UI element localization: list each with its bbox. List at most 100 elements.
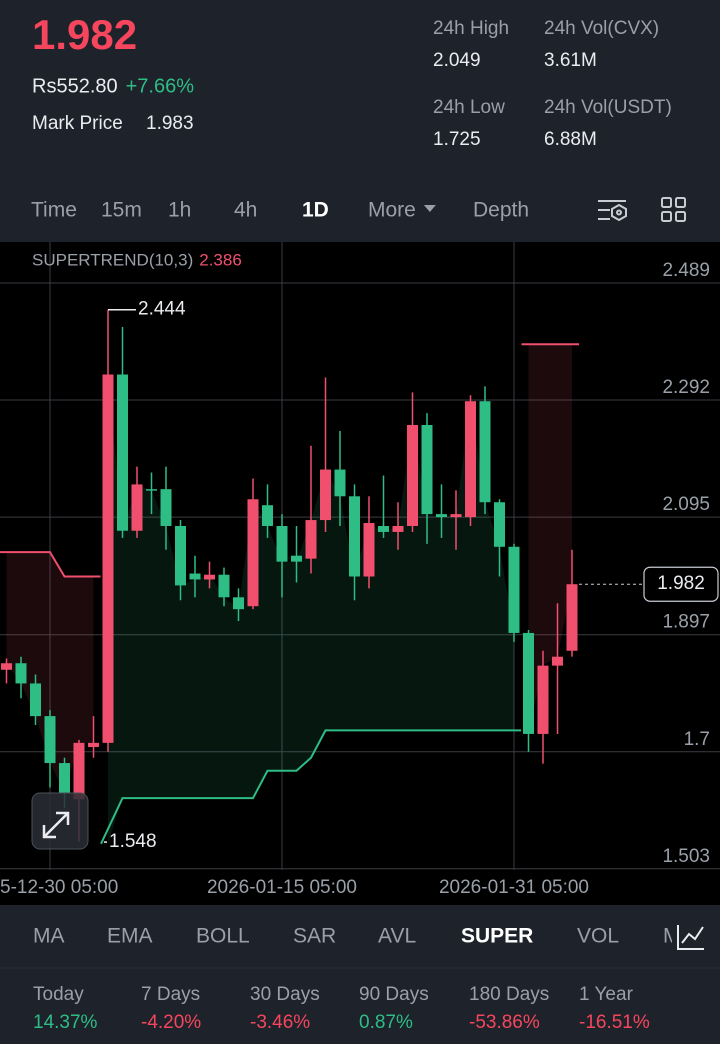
candle-body: [334, 469, 346, 497]
candle-body: [552, 656, 563, 666]
candle-body: [15, 663, 27, 684]
candle-body: [305, 520, 317, 559]
candle-body: [494, 502, 505, 547]
stat-value: 6.88M: [544, 129, 597, 150]
indicator-tab[interactable]: EMA: [107, 925, 153, 948]
x-tick-label: 2026-01-15 05:00: [207, 877, 357, 898]
timeframe-tab[interactable]: More: [368, 199, 416, 222]
candle-body: [146, 489, 157, 491]
y-tick-label: 2.489: [662, 260, 710, 281]
indicator-tab[interactable]: AVL: [378, 925, 416, 948]
candle-body: [1, 663, 12, 670]
y-tick-label: 2.292: [662, 377, 710, 398]
stat-label: 24h Vol(CVX): [544, 18, 659, 39]
candle-body: [508, 546, 520, 633]
y-tick-label: 2.095: [662, 494, 710, 515]
candle-body: [59, 763, 70, 793]
stat-label: 24h Low: [433, 97, 505, 118]
y-tick-label: 1.503: [662, 846, 710, 867]
candle-body: [204, 574, 215, 580]
indicator-value: 2.386: [199, 250, 242, 269]
candle-body: [349, 496, 360, 577]
y-tick-label: 1.897: [662, 612, 710, 633]
y-tick-label: 1.7: [684, 729, 710, 750]
indicator-tab[interactable]: SUPER: [461, 925, 533, 948]
timeframe-tab[interactable]: 1h: [168, 199, 191, 222]
candle-body: [131, 484, 143, 531]
layout-icon[interactable]: [661, 197, 686, 222]
candle-body: [160, 489, 172, 526]
stat-value: 1.725: [433, 129, 481, 150]
indicator-tab[interactable]: VOL: [577, 925, 619, 948]
indicator-tabs: MA EMA BOLL SAR AVL SUPER VOL MACD: [33, 925, 720, 948]
stat-label: 24h Vol(USDT): [544, 97, 672, 118]
stat-label: 24h High: [433, 18, 509, 39]
timeframe-tab[interactable]: Time: [31, 199, 77, 222]
candle-body: [378, 525, 389, 532]
candle-body: [407, 424, 418, 526]
candle-body: [450, 514, 462, 518]
candle-body: [30, 683, 41, 717]
timeframe-tab[interactable]: 1D: [302, 199, 329, 222]
max-label: 2.444: [138, 299, 186, 320]
period-label: 180 Days: [469, 984, 549, 1005]
period-change: -53.86%: [469, 1012, 540, 1033]
toolbar: Time 15m 1h 4h 1D More Depth: [31, 199, 529, 222]
axes: 2.489 2.292 2.095 1.897 1.7 1.503 5-12-30 05:0…: [0, 260, 719, 898]
candle-body: [102, 374, 114, 743]
price-change: +7.66%: [126, 75, 195, 97]
stats: 24h High 2.049 24h Vol(CVX) 3.61M 24h Low 1.7…: [433, 18, 672, 150]
candle-body: [392, 525, 404, 532]
indicator-tab[interactable]: MA: [33, 925, 65, 948]
x-tick-label: 2026-01-31 05:00: [439, 877, 589, 898]
mark-price-label: Mark Price: [32, 113, 123, 134]
candle-body: [363, 523, 375, 577]
settings-icon[interactable]: [598, 200, 627, 222]
candle-body: [465, 401, 476, 518]
candle-body: [247, 499, 259, 607]
candle-body: [523, 632, 534, 734]
candle-body: [218, 574, 230, 598]
indicator-tab[interactable]: MACD: [663, 925, 720, 948]
period-label: 7 Days: [141, 984, 200, 1005]
timeframe-tab[interactable]: 4h: [234, 199, 257, 222]
x-tick-label: 5-12-30 05:00: [0, 877, 118, 898]
supertrend-fill: [6, 552, 94, 793]
performance: Today 14.37% 7 Days -4.20% 30 Days -3.46% 90 D…: [33, 984, 650, 1033]
candle-body: [479, 401, 491, 503]
indicator-name: SUPERTREND(10,3): [32, 250, 193, 269]
candle-body: [117, 374, 128, 531]
expand-button[interactable]: [31, 792, 89, 850]
stat-value: 2.049: [433, 50, 481, 71]
period-label: 30 Days: [250, 984, 320, 1005]
candle-body: [175, 525, 186, 586]
indicator-settings-icon[interactable]: [677, 925, 704, 950]
period-label: 90 Days: [359, 984, 429, 1005]
min-label: 1.548: [109, 831, 157, 852]
candle-body: [44, 716, 56, 764]
fiat-price: Rs552.80: [32, 75, 118, 97]
period-change: -16.51%: [579, 1012, 650, 1033]
period-change: 14.37%: [33, 1012, 98, 1033]
candle-body: [436, 514, 447, 518]
indicator-tab[interactable]: SAR: [293, 925, 336, 948]
current-price-box: [643, 566, 719, 602]
timeframe-tab[interactable]: Depth: [473, 199, 529, 222]
supertrend-line: [100, 729, 521, 845]
current-price-label: 1.982: [657, 573, 705, 594]
mark-price: 1.983: [146, 113, 194, 134]
period-change: -4.20%: [141, 1012, 201, 1033]
period-change: 0.87%: [359, 1012, 413, 1033]
candle-body: [233, 597, 244, 610]
candle-body: [73, 742, 85, 800]
timeframe-tab[interactable]: 15m: [101, 199, 142, 222]
indicator-tab[interactable]: BOLL: [196, 925, 250, 948]
candle-body: [262, 505, 273, 526]
candle-body: [320, 469, 331, 521]
supertrend-line: [0, 343, 579, 578]
candle-body: [189, 573, 201, 580]
last-price: 1.982: [32, 11, 137, 58]
candle-body: [421, 424, 433, 515]
